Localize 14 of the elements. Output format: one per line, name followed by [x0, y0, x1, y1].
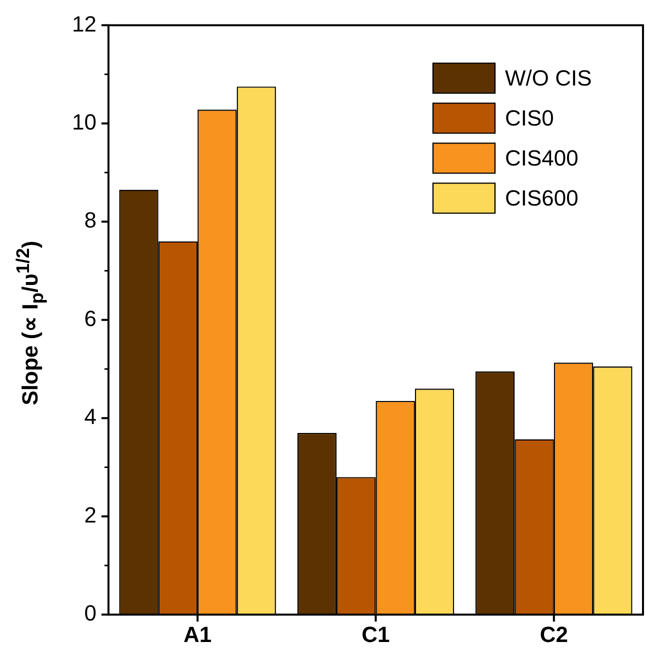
y-tick-label: 8 — [84, 208, 96, 233]
y-tick-label: 2 — [84, 502, 96, 528]
y-tick-label: 0 — [84, 600, 96, 626]
legend-label: CIS0 — [505, 105, 554, 130]
legend-label: CIS400 — [505, 145, 578, 170]
y-tick-label: 4 — [84, 404, 96, 430]
legend-label: CIS600 — [505, 185, 578, 210]
y-tick-label: 6 — [84, 306, 96, 331]
x-tick-label: C1 — [362, 622, 390, 647]
y-tick-label: 12 — [72, 11, 96, 36]
y-tick-label: 10 — [72, 109, 96, 134]
x-tick-label: A1 — [183, 622, 212, 647]
x-tick-label: C2 — [540, 622, 568, 647]
legend-label: W/O CIS — [505, 65, 592, 90]
